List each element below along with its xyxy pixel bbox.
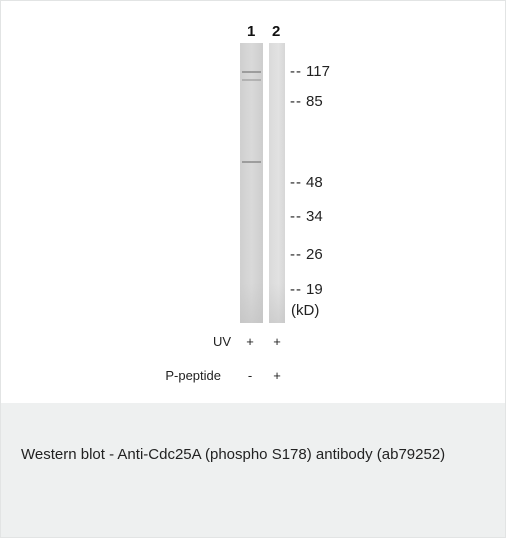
blot-lane-1 [240, 43, 263, 323]
figure-caption: Western blot - Anti-Cdc25A (phospho S178… [21, 446, 446, 463]
marker-26: -- 26 [290, 246, 323, 263]
condition-uv-lane-1: + [246, 334, 254, 349]
condition-p-peptide-lane-2: + [273, 368, 281, 383]
band [242, 71, 261, 73]
condition-p-peptide-lane-1: - [247, 368, 253, 383]
marker-48: -- 48 [290, 174, 323, 191]
lane-number-2: 2 [272, 23, 281, 40]
marker-85: -- 85 [290, 93, 323, 110]
blot-lane-2 [269, 43, 285, 323]
lane-number-1: 1 [247, 23, 256, 40]
condition-label-p-peptide: P-peptide [165, 368, 221, 383]
marker-19: -- 19 [290, 281, 323, 298]
condition-label-uv: UV [212, 334, 231, 349]
marker-117: -- 117 [290, 63, 330, 80]
condition-uv-lane-2: + [273, 334, 281, 349]
band [242, 161, 261, 163]
caption-panel: Western blot - Anti-Cdc25A (phospho S178… [1, 403, 505, 537]
unit-label: (kD) [291, 302, 320, 319]
marker-34: -- 34 [290, 208, 323, 225]
band [242, 79, 261, 81]
western-blot-figure: 1 2 -- 117 -- 85 -- 48 -- 34 -- 26 -- 19 (kD) … [1, 1, 505, 403]
